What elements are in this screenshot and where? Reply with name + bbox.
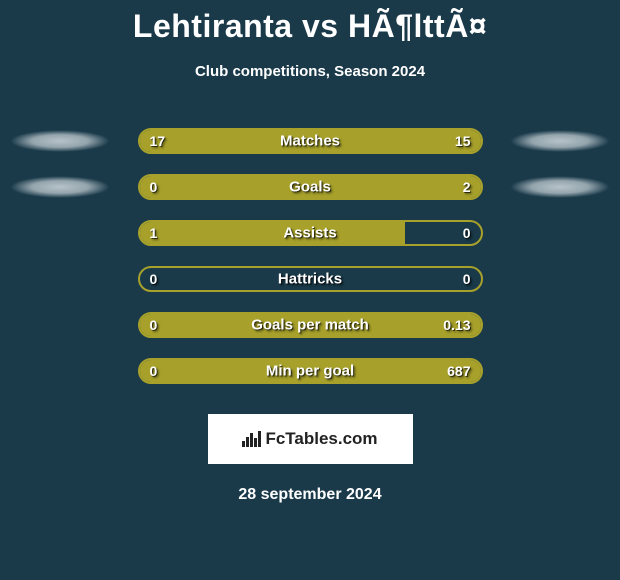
stat-row: 0 687 Min per goal bbox=[0, 348, 620, 394]
stat-label: Min per goal bbox=[266, 363, 354, 380]
player-shadow-right bbox=[510, 130, 610, 152]
bar-chart-icon bbox=[242, 431, 261, 447]
stat-row: 0 0.13 Goals per match bbox=[0, 302, 620, 348]
stat-row: 0 2 Goals bbox=[0, 164, 620, 210]
stat-value-left: 0 bbox=[150, 179, 158, 195]
stat-value-right: 0 bbox=[463, 271, 471, 287]
stat-row: 17 15 Matches bbox=[0, 118, 620, 164]
stat-bar-fill-right bbox=[201, 176, 481, 198]
player-shadow-right bbox=[510, 176, 610, 198]
stat-row: 1 0 Assists bbox=[0, 210, 620, 256]
date-label: 28 september 2024 bbox=[0, 486, 620, 504]
stat-value-right: 15 bbox=[455, 133, 471, 149]
stat-bar: 0 0 Hattricks bbox=[138, 266, 483, 292]
comparison-widget: Lehtiranta vs HÃ¶lttÃ¤ Club competitions… bbox=[0, 0, 620, 580]
stat-label: Goals per match bbox=[251, 317, 369, 334]
stat-row: 0 0 Hattricks bbox=[0, 256, 620, 302]
page-subtitle: Club competitions, Season 2024 bbox=[0, 63, 620, 80]
stat-bar: 0 0.13 Goals per match bbox=[138, 312, 483, 338]
logo-text: FcTables.com bbox=[265, 429, 377, 449]
logo-box: FcTables.com bbox=[208, 414, 413, 464]
stat-label: Hattricks bbox=[278, 271, 342, 288]
stat-bar: 17 15 Matches bbox=[138, 128, 483, 154]
stat-value-left: 1 bbox=[150, 225, 158, 241]
stat-value-left: 0 bbox=[150, 271, 158, 287]
stat-bar: 1 0 Assists bbox=[138, 220, 483, 246]
player-shadow-left bbox=[10, 176, 110, 198]
stat-value-left: 0 bbox=[150, 363, 158, 379]
stat-value-right: 0.13 bbox=[443, 317, 470, 333]
stat-value-right: 687 bbox=[447, 363, 470, 379]
stat-value-right: 2 bbox=[463, 179, 471, 195]
page-title: Lehtiranta vs HÃ¶lttÃ¤ bbox=[0, 8, 620, 45]
stat-bar-fill-left bbox=[140, 222, 406, 244]
stat-label: Goals bbox=[289, 179, 331, 196]
logo: FcTables.com bbox=[242, 429, 377, 449]
comparison-chart: 1715Matches02Goals10Assists00Hattricks00… bbox=[0, 118, 620, 394]
stat-label: Matches bbox=[280, 133, 340, 150]
player-shadow-left bbox=[10, 130, 110, 152]
stat-value-right: 0 bbox=[463, 225, 471, 241]
stat-value-left: 17 bbox=[150, 133, 166, 149]
stat-bar: 0 2 Goals bbox=[138, 174, 483, 200]
stat-value-left: 0 bbox=[150, 317, 158, 333]
stat-label: Assists bbox=[283, 225, 336, 242]
stat-bar: 0 687 Min per goal bbox=[138, 358, 483, 384]
